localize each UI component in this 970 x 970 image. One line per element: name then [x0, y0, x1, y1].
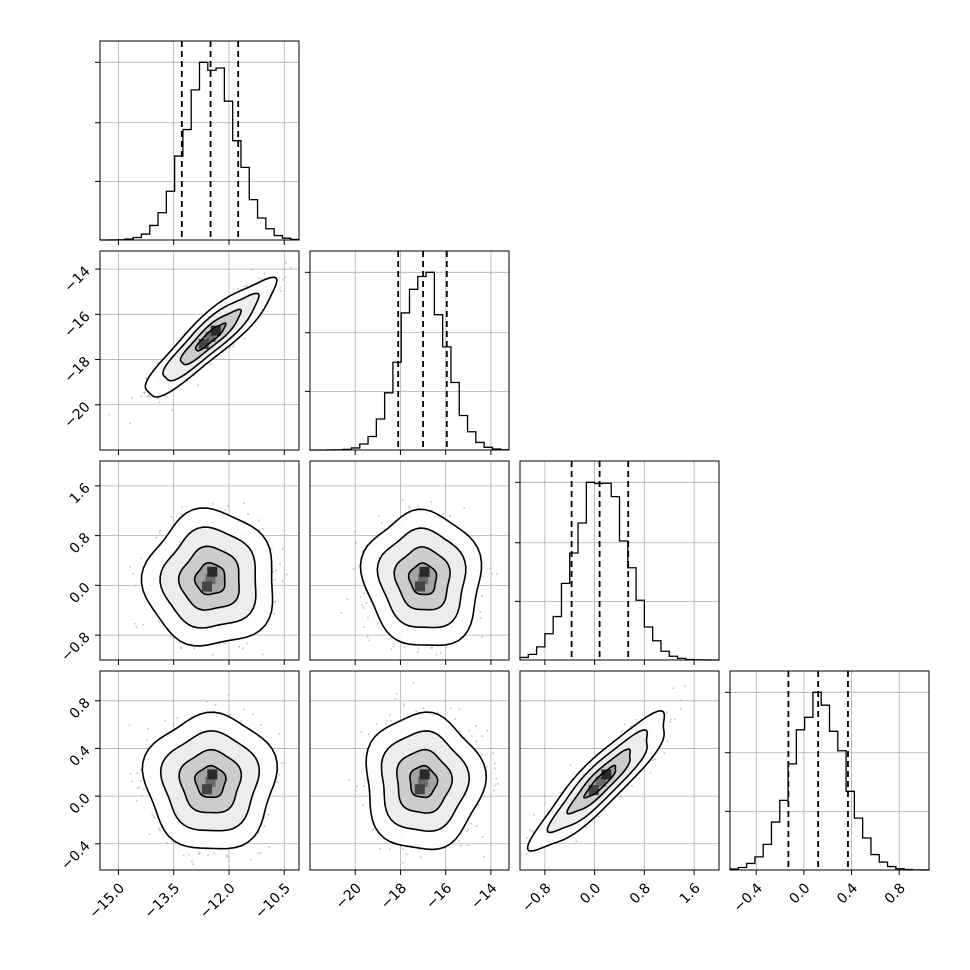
ytick-label-2-1: 0.0 — [67, 580, 94, 607]
panel-frame-2-2 — [519, 460, 720, 661]
panel-frame-2-1 — [309, 460, 510, 661]
density-core-2-1-0 — [418, 574, 429, 585]
ytick-label-3-2: 0.4 — [67, 743, 94, 770]
density-core-2-0-0 — [205, 574, 216, 585]
ytick-label-1-0: −20 — [61, 399, 93, 431]
panel-3-2 — [519, 670, 720, 875]
contour-2-1-1 — [376, 527, 467, 629]
density-core-2-1-1 — [419, 566, 430, 577]
panel-frame-3-3 — [729, 670, 930, 871]
panel-frame-2-0 — [99, 460, 300, 661]
contour-1-0-2 — [179, 308, 243, 366]
xtick-label-1-3: −14 — [468, 880, 500, 912]
ytick-label-1-1: −18 — [61, 354, 93, 386]
contour-3-1-2 — [395, 748, 454, 814]
density-core-3-0-1 — [207, 769, 218, 780]
panel-frame-3-1 — [309, 670, 510, 871]
xtick-label-2-0: −0.8 — [519, 880, 554, 915]
xtick-label-1-0: −20 — [333, 880, 365, 912]
contour-3-2-3 — [583, 764, 617, 799]
xtick-label-0-1: −13.5 — [142, 880, 184, 922]
xtick-label-0-0: −15.0 — [86, 880, 128, 922]
contour-2-1-2 — [393, 546, 451, 611]
contour-2-1-3 — [407, 562, 438, 596]
panel-1-1 — [305, 250, 510, 455]
density-core-3-2-0 — [595, 776, 606, 787]
contour-1-0-0 — [144, 276, 278, 398]
panel-frame-3-2 — [519, 670, 720, 871]
xtick-label-0-3: −10.5 — [252, 880, 294, 922]
contour-1-0-1 — [162, 292, 260, 382]
contour-3-2-2 — [566, 748, 632, 815]
contour-3-1-3 — [409, 764, 439, 799]
contour-1-0-3 — [194, 322, 227, 352]
density-core-3-2-1 — [601, 769, 612, 780]
xtick-label-3-2: 0.4 — [834, 880, 861, 907]
contour-3-1-1 — [380, 730, 471, 833]
panel-frame-1-0 — [99, 250, 300, 451]
xtick-label-2-1: 0.0 — [577, 880, 604, 907]
ytick-label-3-1: 0.0 — [67, 790, 94, 817]
density-core-3-1-2 — [414, 784, 425, 795]
density-core-1-0-0 — [205, 331, 216, 342]
xtick-label-2-2: 0.8 — [627, 880, 654, 907]
panel-2-0 — [95, 460, 300, 665]
panel-frame-1-1 — [309, 250, 510, 451]
panel-2-1 — [309, 460, 510, 665]
contour-2-0-1 — [159, 526, 257, 629]
panel-3-0 — [95, 670, 300, 875]
ytick-label-2-2: 0.8 — [67, 530, 94, 557]
ytick-label-3-0: −0.4 — [58, 838, 93, 873]
panel-frame-0-0 — [99, 40, 300, 241]
density-core-1-0-1 — [210, 325, 221, 336]
panel-1-0 — [95, 250, 300, 455]
density-core-1-0-2 — [198, 339, 209, 350]
contour-3-0-0 — [141, 711, 279, 850]
ytick-label-2-3: 1.6 — [67, 480, 94, 507]
contour-3-0-3 — [193, 764, 227, 799]
contour-3-0-1 — [159, 730, 260, 832]
xtick-label-1-1: −18 — [378, 880, 410, 912]
contour-3-2-1 — [546, 729, 649, 834]
ytick-label-3-3: 0.8 — [67, 695, 94, 722]
density-core-3-0-0 — [205, 776, 216, 787]
contour-2-0-3 — [193, 562, 226, 596]
panel-frame-3-0 — [99, 670, 300, 871]
histogram-1 — [309, 271, 510, 451]
contour-3-0-2 — [178, 748, 243, 814]
xtick-label-3-1: 0.0 — [786, 880, 813, 907]
panel-3-3 — [725, 670, 930, 875]
panel-0-0 — [95, 40, 300, 245]
contour-2-0-2 — [177, 545, 240, 611]
contour-2-1-0 — [359, 508, 483, 647]
density-core-3-2-2 — [588, 785, 599, 796]
xtick-label-3-3: 0.8 — [882, 880, 909, 907]
density-core-2-0-2 — [202, 581, 213, 592]
ytick-label-2-0: −0.8 — [58, 629, 93, 664]
ytick-label-1-2: −16 — [61, 309, 93, 341]
xtick-label-0-2: −12.0 — [197, 880, 239, 922]
panel-3-1 — [309, 670, 510, 875]
contour-3-1-0 — [365, 711, 488, 851]
ytick-label-1-3: −14 — [61, 263, 93, 295]
xtick-label-2-3: 1.6 — [677, 880, 704, 907]
panel-2-2 — [515, 460, 720, 665]
xtick-label-3-0: −0.4 — [730, 880, 765, 915]
density-core-3-1-1 — [419, 769, 430, 780]
xtick-label-1-2: −16 — [423, 880, 455, 912]
density-core-2-0-1 — [207, 566, 218, 577]
density-core-3-1-0 — [418, 776, 429, 787]
contour-2-0-0 — [140, 507, 274, 647]
histogram-2 — [519, 481, 720, 661]
histogram-3 — [729, 691, 930, 871]
contour-3-2-0 — [526, 709, 666, 852]
histogram-0 — [99, 61, 300, 241]
density-core-2-1-2 — [415, 581, 426, 592]
density-core-3-0-2 — [202, 784, 213, 795]
